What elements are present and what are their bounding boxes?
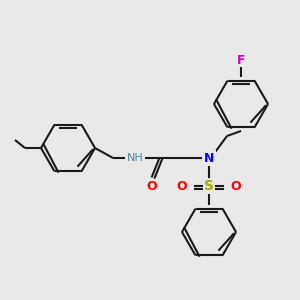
Text: O: O bbox=[177, 181, 187, 194]
Text: S: S bbox=[204, 179, 214, 193]
Text: O: O bbox=[147, 179, 157, 193]
Text: O: O bbox=[231, 181, 241, 194]
Text: NH: NH bbox=[127, 153, 143, 163]
Text: N: N bbox=[204, 152, 214, 164]
Text: F: F bbox=[237, 53, 245, 67]
